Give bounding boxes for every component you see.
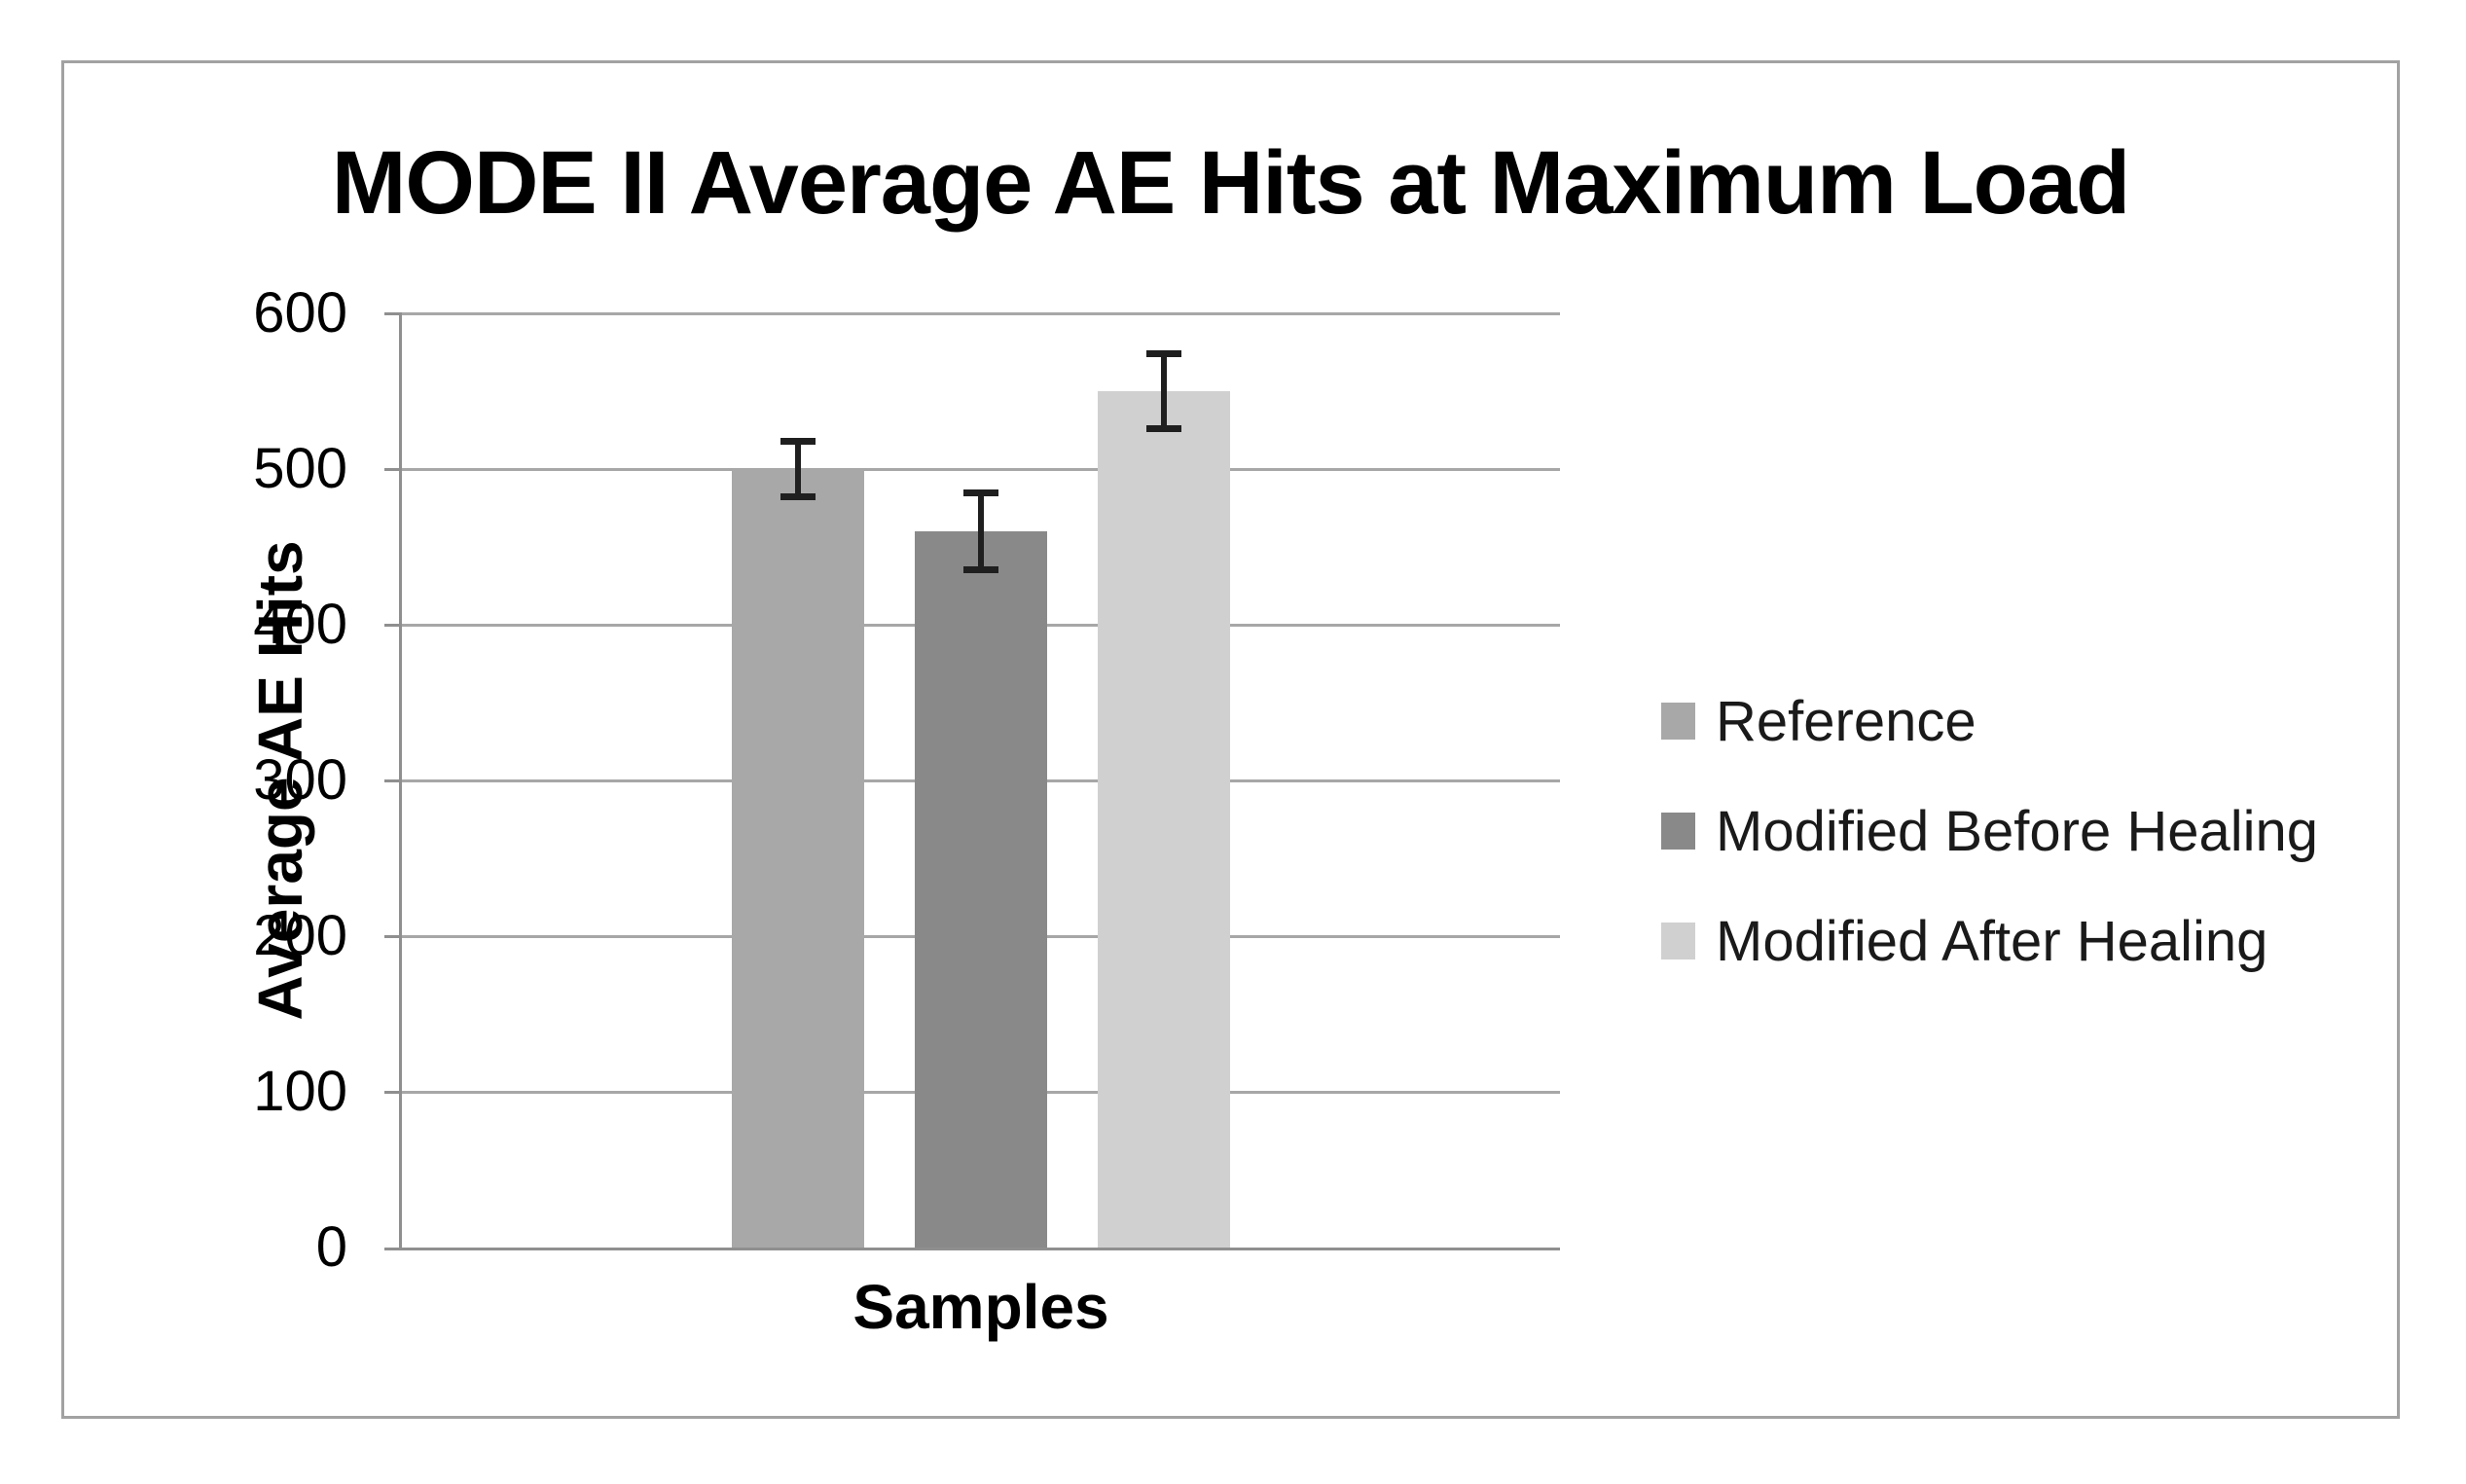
error-bar-cap — [780, 493, 816, 500]
y-tick-100 — [384, 1091, 402, 1094]
y-tick-label-400: 400 — [253, 593, 347, 656]
legend-label-modified-before-healing: Modified Before Healing — [1716, 799, 2319, 863]
y-axis-line — [399, 313, 402, 1250]
error-bar-line — [978, 489, 984, 574]
gridline-600 — [402, 312, 1560, 315]
error-bar-modified-before-healing — [963, 489, 998, 574]
y-tick-600 — [384, 312, 402, 315]
error-bar-cap — [780, 438, 816, 445]
y-axis-tick-labels: 0 100 200 300 400 500 600 — [146, 281, 375, 1279]
error-bar-reference — [780, 438, 816, 500]
bar-modified-after-healing — [1098, 391, 1230, 1248]
error-bar-line — [795, 438, 801, 500]
legend-item-reference: Reference — [1661, 687, 1976, 755]
legend-label-modified-after-healing: Modified After Healing — [1716, 909, 2268, 973]
x-axis-title: Samples — [852, 1272, 1109, 1342]
legend-swatch-reference — [1661, 703, 1695, 740]
y-tick-label-300: 300 — [253, 748, 347, 812]
error-bar-modified-after-healing — [1146, 350, 1181, 432]
chart-title: MODE II Average AE Hits at Maximum Load — [331, 133, 2130, 233]
error-bar-cap — [963, 566, 998, 574]
legend-item-modified-after-healing: Modified After Healing — [1661, 907, 2267, 975]
legend-swatch-modified-before-healing — [1661, 813, 1695, 850]
error-bar-cap — [1146, 424, 1181, 432]
bar-modified-before-healing — [915, 531, 1047, 1248]
plot-area — [384, 312, 1560, 1250]
y-tick-label-0: 0 — [315, 1215, 347, 1279]
y-tick-400 — [384, 624, 402, 627]
legend-label-reference: Reference — [1716, 689, 1976, 753]
legend-swatch-modified-after-healing — [1661, 923, 1695, 959]
legend-item-modified-before-healing: Modified Before Healing — [1661, 797, 2318, 865]
x-axis-line — [384, 1248, 1560, 1250]
error-bar-line — [1161, 350, 1167, 432]
y-tick-label-100: 100 — [253, 1060, 347, 1123]
y-tick-label-500: 500 — [253, 437, 347, 500]
error-bar-cap — [1146, 350, 1181, 358]
bar-reference — [732, 469, 864, 1248]
y-tick-200 — [384, 935, 402, 938]
gridline-500 — [402, 468, 1560, 471]
y-tick-500 — [384, 468, 402, 471]
y-tick-label-200: 200 — [253, 904, 347, 967]
y-tick-label-600: 600 — [253, 281, 347, 344]
y-tick-300 — [384, 779, 402, 782]
chart-frame — [61, 60, 2400, 1419]
error-bar-cap — [963, 489, 998, 496]
